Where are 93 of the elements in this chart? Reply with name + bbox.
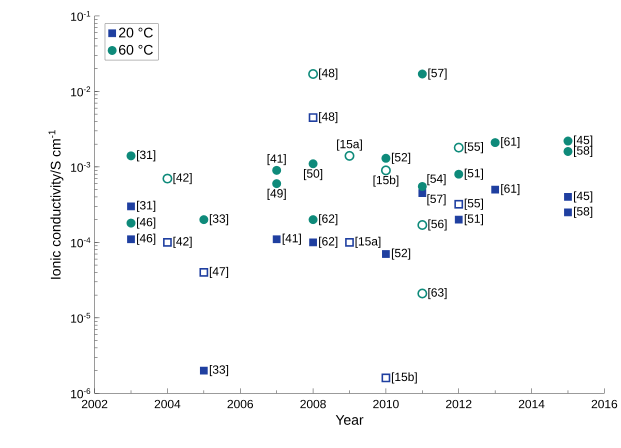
- point: [418, 70, 427, 78]
- point: [491, 186, 500, 194]
- point: [454, 216, 463, 224]
- annotation: [51]: [464, 168, 483, 180]
- point: [163, 238, 172, 247]
- point: [454, 170, 464, 179]
- annotation: [51]: [464, 214, 483, 226]
- x-tick-label: 2006: [228, 400, 254, 408]
- point: [126, 151, 136, 160]
- point: [417, 220, 428, 230]
- legend-label: 20 °C: [119, 28, 153, 38]
- annotation: [61]: [501, 184, 520, 196]
- point: [380, 165, 391, 176]
- point: [162, 174, 172, 184]
- annotation: [41]: [268, 154, 286, 166]
- point: [382, 250, 390, 258]
- x-tick-label: 2004: [154, 400, 180, 408]
- point: [308, 159, 318, 168]
- annotation: [41]: [282, 234, 301, 245]
- annotation: [15b]: [392, 372, 417, 384]
- point: [272, 179, 282, 188]
- x-tick-label: 2014: [518, 400, 544, 408]
- point: [127, 202, 135, 210]
- point: [564, 193, 572, 201]
- point: [418, 182, 427, 191]
- x-tick-label: 2010: [373, 400, 399, 408]
- annotation: [55]: [464, 142, 483, 154]
- y-tick-label: 10$^{-6}$: [71, 388, 90, 398]
- x-tick-label: 2016: [592, 400, 618, 408]
- point: [345, 238, 354, 247]
- point: [381, 154, 390, 163]
- x-tick-label: 2002: [82, 400, 108, 408]
- x-tick-label: 2008: [300, 400, 326, 408]
- annotation: [55]: [464, 198, 483, 210]
- point: [564, 208, 572, 216]
- point: [200, 366, 208, 374]
- annotation: [48]: [319, 68, 338, 80]
- annotation: [31]: [137, 200, 156, 212]
- point: [382, 373, 390, 382]
- point: [199, 215, 208, 224]
- y-tick-label: 10$^{-4}$: [71, 237, 90, 248]
- annotation: [61]: [501, 136, 520, 148]
- annotation: [33]: [210, 364, 228, 376]
- annotation: [54]: [427, 174, 446, 186]
- legend-label: 60 °C: [119, 44, 153, 55]
- x-tick-label: 2012: [446, 400, 472, 408]
- point: [417, 288, 428, 298]
- point: [308, 113, 318, 122]
- annotation: [15a]: [337, 140, 362, 151]
- annotation: [62]: [319, 214, 338, 226]
- annotation: [33]: [210, 214, 228, 226]
- y-tick-label: 10$^{-5}$: [71, 312, 90, 323]
- y-axis-title: Ionic conductivity/S cm$^{-1}$: [48, 130, 64, 279]
- annotation: [49]: [268, 188, 286, 200]
- annotation: [45]: [574, 191, 592, 202]
- y-tick-label: 10$^{-2}$: [71, 86, 90, 96]
- annotation: [57]: [427, 194, 446, 206]
- annotation: [45]: [574, 135, 592, 147]
- point: [344, 150, 354, 161]
- annotation: [48]: [319, 112, 338, 124]
- point: [490, 138, 500, 148]
- y-tick-label: 10$^{-1}$: [71, 10, 90, 21]
- point: [199, 268, 208, 277]
- annotation: [57]: [428, 68, 447, 80]
- annotation: [52]: [392, 152, 410, 164]
- annotation: [50]: [304, 168, 322, 180]
- annotation: [58]: [574, 146, 592, 158]
- annotation: [15a]: [356, 236, 380, 248]
- point: [272, 166, 282, 175]
- point: [309, 238, 317, 246]
- point: [308, 215, 318, 224]
- annotation: [42]: [173, 236, 192, 248]
- point: [454, 200, 464, 209]
- point: [127, 235, 135, 244]
- annotation: [46]: [137, 234, 156, 245]
- annotation: [56]: [428, 219, 447, 231]
- annotation: [15b]: [373, 175, 398, 187]
- annotation: [47]: [210, 266, 228, 278]
- point: [564, 146, 572, 156]
- point: [126, 218, 136, 228]
- annotation: [31]: [137, 150, 156, 162]
- annotation: [58]: [574, 206, 592, 218]
- annotation: [42]: [173, 172, 192, 184]
- annotation: [63]: [428, 288, 447, 300]
- point: [272, 235, 281, 244]
- annotation: [52]: [392, 248, 410, 260]
- y-tick-label: 10$^{-3}$: [71, 162, 90, 172]
- x-axis-title: Year: [336, 415, 364, 425]
- point: [564, 136, 572, 146]
- annotation: [62]: [319, 236, 338, 248]
- point: [308, 69, 318, 79]
- annotation: [46]: [137, 217, 156, 229]
- point: [454, 142, 464, 153]
